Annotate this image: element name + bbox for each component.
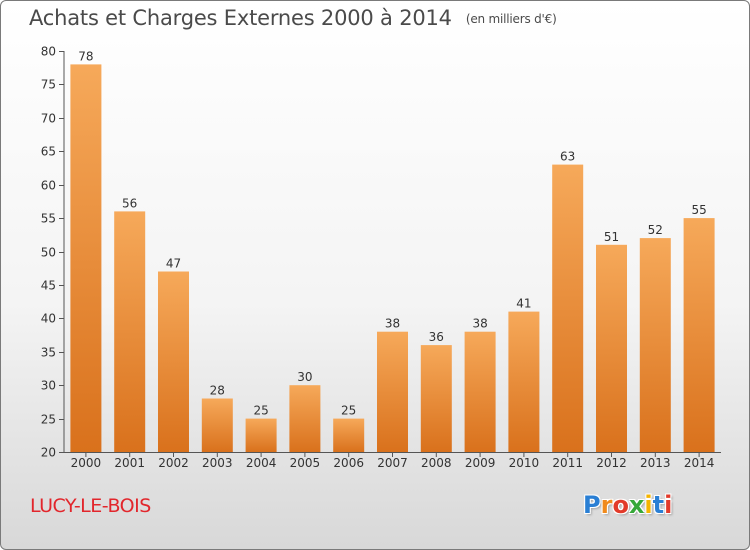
bar: [683, 218, 715, 452]
x-tick-label: 2003: [202, 456, 233, 470]
bar: [464, 331, 496, 452]
x-tick-label: 2005: [290, 456, 321, 470]
y-tick-label: 50: [41, 246, 56, 260]
logo-letter: i: [664, 491, 673, 519]
bar-value-label: 41: [516, 297, 531, 311]
x-tick-label: 2000: [71, 456, 102, 470]
logo-letter: i: [644, 491, 653, 519]
x-tick-label: 2009: [465, 456, 496, 470]
logo-letter: r: [600, 491, 613, 519]
bar: [552, 164, 584, 452]
y-tick-label: 55: [41, 212, 56, 226]
proxiti-logo: Proxiti: [583, 491, 672, 519]
y-tick-label: 60: [41, 179, 56, 193]
x-tick-label: 2007: [377, 456, 408, 470]
x-tick-label: 2004: [246, 456, 277, 470]
bar-value-label: 63: [560, 150, 575, 164]
bar-value-label: 47: [166, 257, 181, 271]
bar: [639, 238, 671, 452]
y-tick-label: 30: [41, 379, 56, 393]
bar-value-label: 25: [253, 404, 268, 418]
bar-value-label: 52: [648, 223, 663, 237]
bar-value-label: 25: [341, 404, 356, 418]
bar: [289, 385, 321, 452]
bar-value-label: 30: [297, 370, 312, 384]
bar-value-label: 55: [691, 203, 706, 217]
logo-letter: t: [652, 491, 665, 519]
bar: [158, 271, 189, 452]
town-name: LUCY-LE-BOIS: [30, 495, 151, 517]
x-tick-label: 2006: [333, 456, 364, 470]
bar-value-label: 51: [604, 230, 619, 244]
y-tick-label: 80: [41, 45, 56, 59]
y-tick-label: 75: [41, 78, 56, 92]
bar: [377, 331, 408, 452]
chart-unit: (en milliers d'€): [465, 12, 557, 26]
x-tick-label: 2010: [509, 456, 540, 470]
y-tick-label: 20: [41, 446, 56, 460]
bar: [420, 345, 452, 452]
bar: [596, 244, 627, 452]
bar: [333, 418, 365, 452]
x-tick-label: 2012: [596, 456, 627, 470]
y-axis: 20 25 30 35 40 45 50 55 60 65 70 75 80: [41, 45, 65, 460]
bar-value-label: 36: [429, 330, 444, 344]
x-tick-label: 2002: [158, 456, 189, 470]
bar-value-label: 38: [385, 317, 400, 331]
bar: [508, 311, 540, 452]
x-tick-label: 2008: [421, 456, 452, 470]
logo-letter: o: [612, 491, 629, 519]
bar: [70, 64, 102, 453]
chart-title: Achats et Charges Externes 2000 à 2014 (e…: [29, 6, 557, 30]
bar: [245, 418, 277, 452]
bar: [201, 398, 233, 452]
bar-value-label: 38: [472, 317, 487, 331]
bar: [114, 211, 146, 452]
logo-letter: x: [628, 491, 645, 519]
bar-value-label: 78: [78, 49, 93, 63]
x-tick-label: 2013: [640, 456, 671, 470]
y-tick-label: 70: [41, 112, 56, 126]
logo-letter: P: [583, 491, 601, 519]
x-axis: 2000 2001 2002 2003 2004 2005 2006 2007 2008 2009…: [64, 452, 721, 470]
chart-title-text: Achats et Charges Externes 2000 à 2014: [29, 6, 452, 30]
bar-value-label: 56: [122, 196, 137, 210]
x-tick-label: 2011: [552, 456, 583, 470]
y-tick-label: 40: [41, 312, 56, 326]
x-tick-label: 2014: [684, 456, 715, 470]
y-tick-label: 25: [41, 413, 56, 427]
y-tick-label: 45: [41, 279, 56, 293]
x-tick-label: 2001: [114, 456, 145, 470]
y-tick-label: 35: [41, 346, 56, 360]
bar-value-label: 28: [210, 384, 225, 398]
y-tick-label: 65: [41, 145, 56, 159]
bars: 78 56 47 28 25 30 25 38 36 38 41 63 51 52 55: [70, 49, 715, 453]
